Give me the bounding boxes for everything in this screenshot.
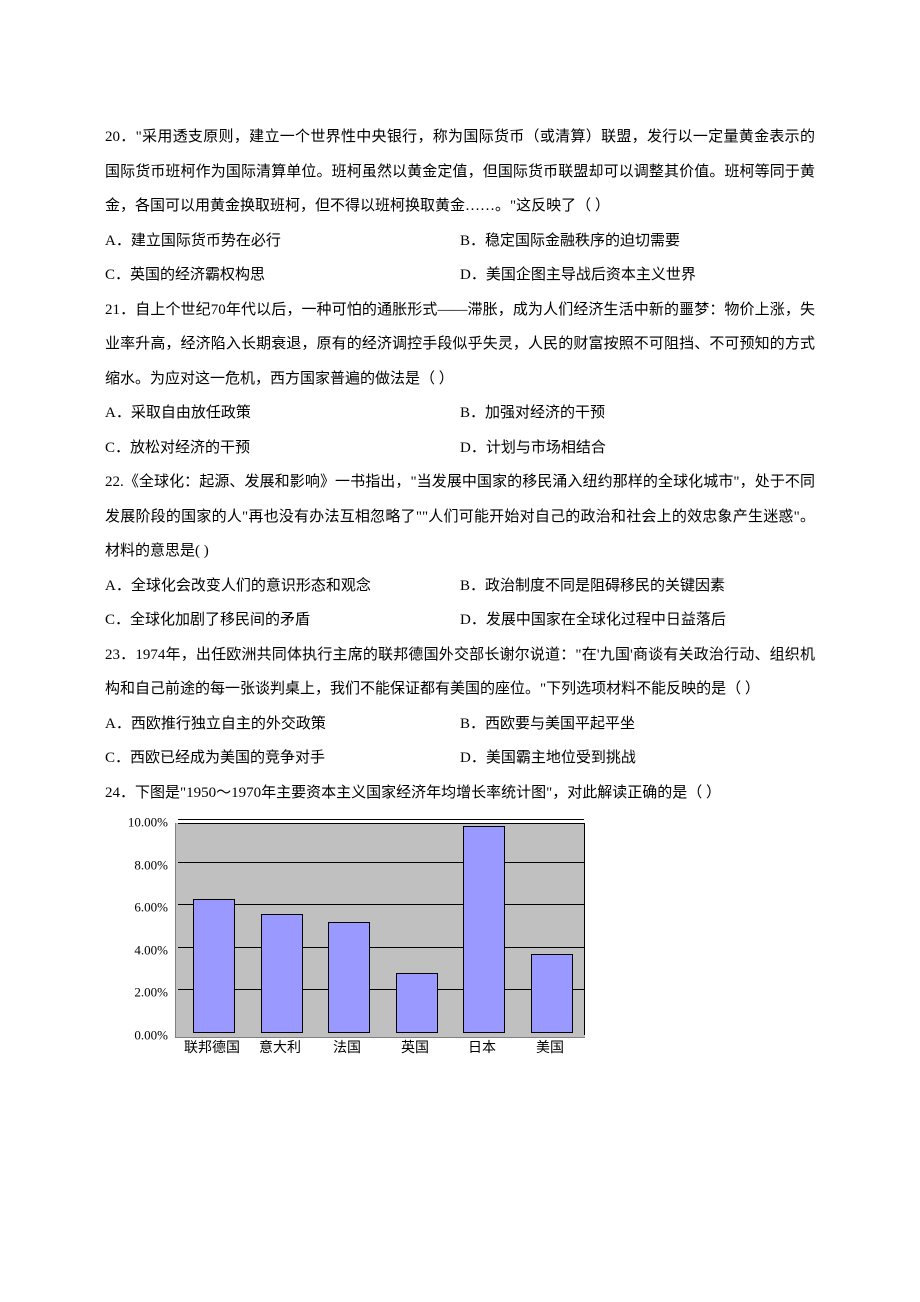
option-23-d: D．美国霸主地位受到挑战 [460,741,815,776]
question-21-options-row2: C．放松对经济的干预 D．计划与市场相结合 [105,431,815,466]
chart-bar [463,826,505,1033]
question-22-text: 22.《全球化：起源、发展和影响》一书指出，"当发展中国家的移民涌入纽约那样的全… [105,465,815,569]
question-20: 20．"采用透支原则，建立一个世界性中央银行，称为国际货币（或清算）联盟，发行以… [105,120,815,293]
chart-bar [531,954,573,1033]
question-21-options-row1: A．采取自由放任政策 B．加强对经济的干预 [105,396,815,431]
chart-inner-area [178,823,585,1035]
grid-line [178,819,584,820]
y-axis-label: 8.00% [134,858,168,871]
question-24-text: 24．下图是"1950～1970年主要资本主义国家经济年均增长率统计图"，对此解… [105,776,815,811]
x-axis-label: 英国 [380,1041,450,1058]
option-23-c: C．西欧已经成为美国的竞争对手 [105,741,460,776]
question-20-text: 20．"采用透支原则，建立一个世界性中央银行，称为国际货币（或清算）联盟，发行以… [105,120,815,224]
option-20-c: C．英国的经济霸权构思 [105,258,460,293]
grid-line [178,904,584,905]
chart-plot-area: 0.00%2.00%4.00%6.00%8.00%10.00%联邦德国意大利法国… [175,823,585,1038]
growth-rate-chart: 0.00% 2.00% 4.00% 6.00% 8.00% 10.00% 联邦德国意大利法国… [105,818,595,1068]
option-22-d: D．发展中国家在全球化过程中日益落后 [460,603,815,638]
question-22-options-row2: C．全球化加剧了移民间的矛盾 D．发展中国家在全球化过程中日益落后 [105,603,815,638]
question-23-options-row2: C．西欧已经成为美国的竞争对手 D．美国霸主地位受到挑战 [105,741,815,776]
question-20-options-row1: A．建立国际货币势在必行 B．稳定国际金融秩序的迫切需要 [105,224,815,259]
question-21-text: 21．自上个世纪70年代以后，一种可怕的通胀形式——滞胀，成为人们经济生活中新的… [105,293,815,397]
question-23-text: 23．1974年，出任欧洲共同体执行主席的联邦德国外交部长谢尔说道："在'九国'… [105,638,815,707]
y-axis-label: 2.00% [134,986,168,999]
option-21-b: B．加强对经济的干预 [460,396,815,431]
question-22: 22.《全球化：起源、发展和影响》一书指出，"当发展中国家的移民涌入纽约那样的全… [105,465,815,638]
question-20-options-row2: C．英国的经济霸权构思 D．美国企图主导战后资本主义世界 [105,258,815,293]
question-22-options-row1: A．全球化会改变人们的意识形态和观念 B．政治制度不同是阻碍移民的关键因素 [105,569,815,604]
question-23-options-row1: A．西欧推行独立自主的外交政策 B．西欧要与美国平起平坐 [105,707,815,742]
y-axis-label: 10.00% [128,816,168,829]
option-20-d: D．美国企图主导战后资本主义世界 [460,258,815,293]
question-21: 21．自上个世纪70年代以后，一种可怕的通胀形式——滞胀，成为人们经济生活中新的… [105,293,815,466]
grid-line [178,989,584,990]
x-axis-label: 法国 [312,1041,382,1058]
chart-bar [396,973,438,1033]
option-20-a: A．建立国际货币势在必行 [105,224,460,259]
y-axis-label: 0.00% [134,1029,168,1042]
x-axis-label: 美国 [515,1041,585,1058]
option-23-b: B．西欧要与美国平起平坐 [460,707,815,742]
grid-line [178,947,584,948]
question-23: 23．1974年，出任欧洲共同体执行主席的联邦德国外交部长谢尔说道："在'九国'… [105,638,815,776]
option-21-d: D．计划与市场相结合 [460,431,815,466]
y-axis-label: 4.00% [134,943,168,956]
y-axis-label: 6.00% [134,901,168,914]
grid-line [178,862,584,863]
option-22-b: B．政治制度不同是阻碍移民的关键因素 [460,569,815,604]
option-22-a: A．全球化会改变人们的意识形态和观念 [105,569,460,604]
question-24: 24．下图是"1950～1970年主要资本主义国家经济年均增长率统计图"，对此解… [105,776,815,811]
option-21-c: C．放松对经济的干预 [105,431,460,466]
option-22-c: C．全球化加剧了移民间的矛盾 [105,603,460,638]
option-21-a: A．采取自由放任政策 [105,396,460,431]
chart-bar [261,914,303,1033]
chart-bar [328,922,370,1033]
x-axis-label: 日本 [447,1041,517,1058]
option-23-a: A．西欧推行独立自主的外交政策 [105,707,460,742]
x-axis-label: 联邦德国 [177,1041,247,1058]
x-axis-label: 意大利 [245,1041,315,1058]
option-20-b: B．稳定国际金融秩序的迫切需要 [460,224,815,259]
chart-bar [193,899,235,1033]
